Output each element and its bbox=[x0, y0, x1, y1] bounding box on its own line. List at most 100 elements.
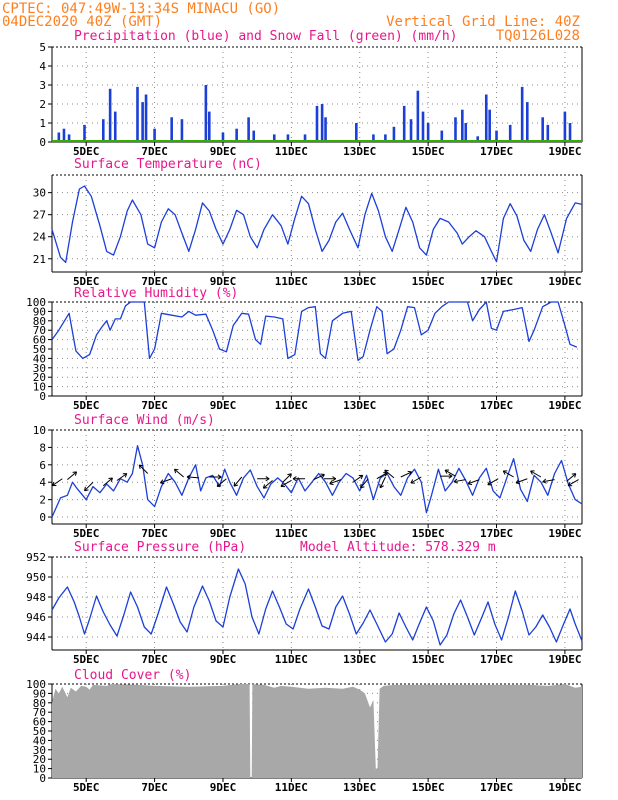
precip-bar bbox=[372, 134, 375, 142]
wind-vector-head bbox=[360, 486, 365, 489]
rh-xtick-label: 17DEC bbox=[480, 399, 513, 412]
wind-vector-shaft bbox=[280, 480, 292, 487]
precip-xtick-label: 5DEC bbox=[73, 145, 100, 158]
wind-vector-head bbox=[280, 482, 284, 487]
wind-vector-head bbox=[108, 477, 113, 480]
wind-vector-head bbox=[262, 484, 266, 489]
wind-vector-head bbox=[448, 475, 453, 479]
wind-vector-head bbox=[74, 471, 78, 476]
pres-ytick-label: 952 bbox=[26, 551, 46, 564]
precip-xtick-label: 17DEC bbox=[480, 145, 513, 158]
temp-line bbox=[51, 185, 583, 264]
wind-vector-head bbox=[329, 483, 334, 486]
pres-line bbox=[51, 568, 583, 646]
wind-vector-shaft bbox=[313, 474, 325, 481]
wind-vector-shaft bbox=[542, 479, 555, 483]
wind-vector-head bbox=[530, 470, 533, 475]
precip-bar bbox=[426, 123, 430, 142]
rh-xtick-label: 5DEC bbox=[73, 399, 100, 412]
wind-vector-head bbox=[329, 480, 333, 485]
precip-bar bbox=[384, 134, 387, 142]
wind-vector-head bbox=[453, 478, 458, 483]
rh-xtick-label: 13DEC bbox=[343, 399, 376, 412]
wind-xtick-label: 9DEC bbox=[210, 527, 237, 540]
wind-xtick-label: 17DEC bbox=[480, 527, 513, 540]
precip-bar bbox=[546, 124, 550, 142]
rh-ytick-label: 30 bbox=[33, 362, 46, 375]
precip-bar bbox=[141, 102, 144, 142]
rh-ytick-label: 0 bbox=[39, 390, 46, 403]
wind-vector-head bbox=[72, 471, 77, 473]
precip-bar bbox=[484, 94, 488, 142]
rh-ytick-label: 50 bbox=[33, 343, 46, 356]
pres-xtick-label: 17DEC bbox=[480, 653, 513, 666]
precip-title: Precipitation (blue) and Snow Fall (gree… bbox=[74, 29, 458, 44]
precip-bar bbox=[421, 111, 425, 142]
precip-bar bbox=[355, 123, 358, 142]
cloud-xtick-label: 5DEC bbox=[73, 781, 100, 794]
wind-vector-head bbox=[379, 483, 381, 488]
cloud-ytick-label: 80 bbox=[33, 697, 46, 710]
cloud-ytick-label: 30 bbox=[33, 744, 46, 757]
temp-xtick-label: 7DEC bbox=[141, 275, 168, 288]
precip-bar bbox=[83, 124, 86, 142]
precip-ytick-label: 1 bbox=[39, 117, 46, 130]
wind-vector-head bbox=[233, 484, 239, 487]
wind-vector-shaft bbox=[379, 476, 386, 489]
temp-xtick-label: 17DEC bbox=[480, 275, 513, 288]
temp-ytick-label: 30 bbox=[33, 187, 46, 200]
precip-ytick-label: 0 bbox=[39, 136, 46, 149]
wind-xtick-label: 19DEC bbox=[548, 527, 581, 540]
run-date: 04DEC2020 40Z (GMT) bbox=[2, 14, 162, 30]
wind-vector-head bbox=[292, 476, 297, 480]
wind-vector-head bbox=[542, 481, 547, 484]
wind-vector-head bbox=[332, 478, 337, 482]
wind-vector-shaft bbox=[329, 479, 342, 485]
precip-bar bbox=[416, 90, 420, 142]
wind-vector-head bbox=[384, 470, 387, 475]
wind-vector-shaft bbox=[352, 474, 364, 483]
wind-xtick-label: 15DEC bbox=[412, 527, 445, 540]
wind-vector-head bbox=[384, 472, 388, 477]
precip-ytick-label: 3 bbox=[39, 79, 46, 92]
precip-bar bbox=[402, 105, 406, 142]
wind-vector-head bbox=[173, 469, 177, 474]
rh-xtick-label: 15DEC bbox=[412, 399, 445, 412]
precip-bar bbox=[461, 109, 464, 142]
wind-vector-shaft bbox=[515, 478, 528, 484]
pres-xtick-label: 11DEC bbox=[275, 653, 308, 666]
pres-xtick-label: 15DEC bbox=[412, 653, 445, 666]
wind-vector-shaft bbox=[384, 469, 395, 479]
wind-vector-head bbox=[138, 464, 141, 470]
precip-bar bbox=[324, 117, 327, 142]
wind-vector-head bbox=[515, 482, 521, 485]
wind-vector-head bbox=[574, 473, 577, 478]
wind-ytick-label: 0 bbox=[39, 511, 46, 524]
temp-xtick-label: 5DEC bbox=[73, 275, 100, 288]
cloud-ytick-label: 40 bbox=[33, 734, 46, 747]
precip-bar bbox=[495, 130, 498, 142]
cloud-ytick-label: 20 bbox=[33, 753, 46, 766]
wind-ytick-label: 10 bbox=[33, 424, 46, 437]
cloud-title: Cloud Cover (%) bbox=[74, 668, 191, 683]
temp-xtick-label: 15DEC bbox=[412, 275, 445, 288]
wind-vector-shaft bbox=[233, 476, 243, 487]
wind-vector-head bbox=[410, 479, 414, 484]
wind-vector-head bbox=[515, 479, 519, 484]
precip-bar bbox=[508, 124, 512, 142]
precip-xtick-label: 15DEC bbox=[412, 145, 445, 158]
wind-vector-shaft bbox=[116, 473, 128, 481]
rh-ytick-label: 90 bbox=[33, 305, 46, 318]
precip-bar bbox=[67, 134, 71, 142]
precip-bar bbox=[62, 128, 66, 142]
wind-vector-head bbox=[567, 481, 571, 486]
precip-bar bbox=[221, 132, 225, 142]
model-id: TQ0126L028 bbox=[496, 28, 580, 44]
rh-xtick-label: 7DEC bbox=[141, 399, 168, 412]
precip-xtick-label: 7DEC bbox=[141, 145, 168, 158]
cloud-xtick-label: 11DEC bbox=[275, 781, 308, 794]
rh-xtick-label: 9DEC bbox=[210, 399, 237, 412]
temp-ytick-label: 21 bbox=[33, 253, 46, 266]
wind-vector-head bbox=[360, 475, 364, 480]
